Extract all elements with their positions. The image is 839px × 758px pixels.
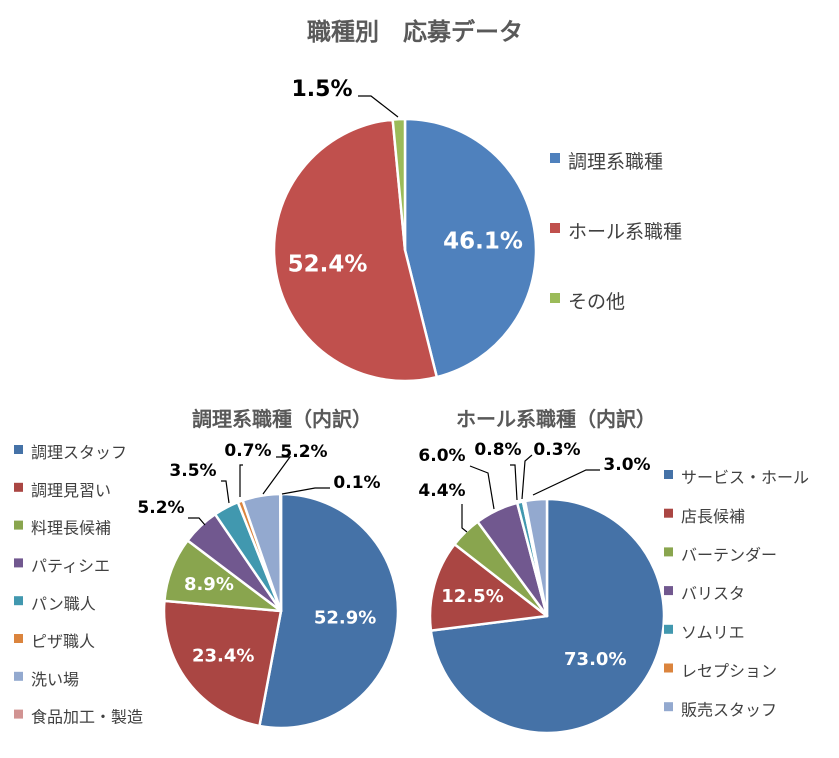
legend-label: その他 <box>568 291 625 313</box>
legend-swatch <box>664 508 673 518</box>
data-label: 5.2% <box>137 498 184 518</box>
pie-slice <box>279 492 283 613</box>
pie-slice <box>523 497 549 618</box>
legend-label: パティシエ <box>31 556 110 575</box>
data-label: 52.4% <box>288 252 368 278</box>
leader-line <box>469 465 495 510</box>
legend-label: サービス・ホール <box>681 468 809 487</box>
legend-label: 食品加工・製造 <box>31 708 143 727</box>
data-label: 6.0% <box>418 446 465 466</box>
leader-line <box>358 95 399 118</box>
legend-label: 料理長候補 <box>31 519 111 538</box>
data-label: 5.2% <box>280 442 327 462</box>
legend-swatch <box>664 547 673 557</box>
data-label: 12.5% <box>441 586 503 607</box>
legend-swatch <box>550 223 560 233</box>
data-label: 0.8% <box>474 440 521 460</box>
legend-label: ソムリエ <box>681 623 745 642</box>
data-label: 52.9% <box>314 607 376 628</box>
data-label: 0.3% <box>533 440 580 460</box>
pie-slice <box>391 117 407 252</box>
legend-label: ホール系職種 <box>568 221 682 243</box>
legend-label: 調理見習い <box>31 481 111 500</box>
data-label: 0.1% <box>333 473 380 493</box>
legend-swatch <box>14 671 23 681</box>
data-label: 1.5% <box>291 77 352 102</box>
data-label: 3.0% <box>603 455 650 475</box>
leader-line <box>188 517 206 526</box>
legend-swatch <box>14 634 23 643</box>
data-label: 46.1% <box>443 229 523 255</box>
pie-slice <box>272 118 439 383</box>
hall-chart-title: ホール系職種（内訳） <box>456 407 656 431</box>
legend-swatch <box>14 596 23 606</box>
legend-swatch <box>550 293 560 303</box>
data-label: 23.4% <box>192 645 254 666</box>
legend-swatch <box>14 445 23 454</box>
legend-swatch <box>14 482 23 492</box>
legend-label: 販売スタッフ <box>681 700 777 719</box>
legend-swatch <box>664 586 673 596</box>
legend-label: 調理スタッフ <box>31 443 127 462</box>
main-chart-title: 職種別 応募データ <box>307 18 523 46</box>
leader-line <box>262 456 292 495</box>
legend-label: ピザ職人 <box>31 632 95 651</box>
legend-label: パン職人 <box>31 594 96 613</box>
legend-label: 店長候補 <box>681 507 745 526</box>
data-label: 3.5% <box>169 461 216 481</box>
legend-swatch <box>664 470 673 479</box>
leader-line <box>461 504 468 533</box>
legend-swatch <box>664 624 673 634</box>
leader-line <box>521 454 533 500</box>
leader-line <box>281 487 330 495</box>
legend-swatch <box>664 702 673 712</box>
legend-label: レセプション <box>681 662 777 681</box>
legend-label: バーテンダー <box>681 545 777 564</box>
leader-line <box>510 464 518 501</box>
leader-line <box>239 464 243 497</box>
leader-line <box>532 469 600 496</box>
pie-slice <box>258 492 400 730</box>
data-label: 8.9% <box>184 574 234 595</box>
legend-swatch <box>550 153 560 163</box>
leader-line <box>221 480 230 504</box>
cooking-chart-title: 調理系職種（内訳） <box>192 407 372 431</box>
data-label: 0.7% <box>224 441 271 461</box>
legend-swatch <box>664 663 673 673</box>
pie-slice <box>162 599 283 728</box>
pie-slice <box>403 117 538 379</box>
legend-swatch <box>14 709 23 719</box>
legend-swatch <box>14 520 23 530</box>
pie-slice <box>428 543 549 632</box>
legend-label: バリスタ <box>681 584 745 603</box>
data-label: 4.4% <box>418 481 465 501</box>
legend-label: 洗い場 <box>31 670 79 689</box>
legend-label: 調理系職種 <box>568 151 663 173</box>
legend-swatch <box>14 558 23 568</box>
data-label: 73.0% <box>564 649 626 670</box>
